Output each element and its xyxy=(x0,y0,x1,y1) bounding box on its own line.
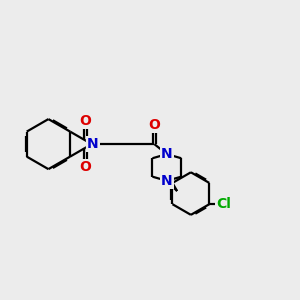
Text: Cl: Cl xyxy=(216,197,231,211)
Text: N: N xyxy=(161,174,173,188)
Text: O: O xyxy=(79,114,91,128)
Text: N: N xyxy=(161,147,173,161)
Text: N: N xyxy=(87,137,99,151)
Text: O: O xyxy=(79,160,91,174)
Text: O: O xyxy=(148,118,160,132)
